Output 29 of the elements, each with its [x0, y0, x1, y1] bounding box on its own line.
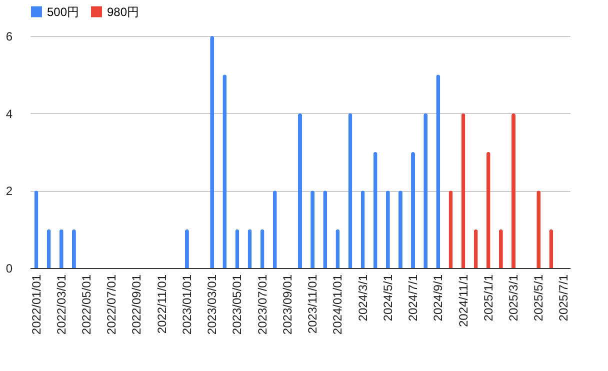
bar — [298, 113, 302, 268]
x-tick-label: 2024/01/01 — [330, 274, 345, 335]
x-tick-label: 2022/05/01 — [80, 274, 94, 335]
x-tick-label: 2024/9/1 — [431, 274, 446, 322]
x-tick-label: 2022/09/01 — [130, 274, 144, 335]
x-tick-label: 2023/01/01 — [180, 274, 194, 335]
x-tick-label: 2024/3/1 — [356, 274, 370, 322]
x-tick-label: 2025/1/1 — [481, 274, 496, 322]
x-tick-label: 2024/7/1 — [406, 274, 420, 322]
x-tick-label: 2023/05/01 — [230, 274, 244, 335]
x-tick-label: 2025/3/1 — [506, 274, 520, 322]
x-tick-label: 2023/09/01 — [280, 274, 294, 335]
legend-label: 500円 — [47, 4, 80, 19]
x-tick-label: 2022/07/01 — [104, 274, 119, 335]
x-tick-label: 2025/7/1 — [556, 274, 571, 322]
x-tick-label: 2023/07/01 — [255, 274, 270, 335]
y-tick-label: 4 — [6, 106, 13, 121]
y-tick-label: 2 — [6, 184, 13, 198]
x-tick-label: 2022/01/01 — [29, 274, 44, 335]
x-tick-label: 2025/5/1 — [532, 274, 546, 322]
x-tick-label: 2023/03/01 — [205, 274, 220, 335]
x-tick-label: 2022/03/01 — [54, 274, 68, 335]
y-tick-label: 0 — [6, 262, 13, 276]
legend-label: 980円 — [107, 4, 140, 19]
x-tick-label: 2023/11/01 — [306, 274, 320, 334]
x-tick-label: 2024/5/1 — [380, 274, 395, 322]
x-tick-label: 2022/11/01 — [154, 274, 169, 334]
y-tick-label: 6 — [6, 30, 13, 44]
x-tick-label: 2024/11/1 — [456, 274, 470, 327]
